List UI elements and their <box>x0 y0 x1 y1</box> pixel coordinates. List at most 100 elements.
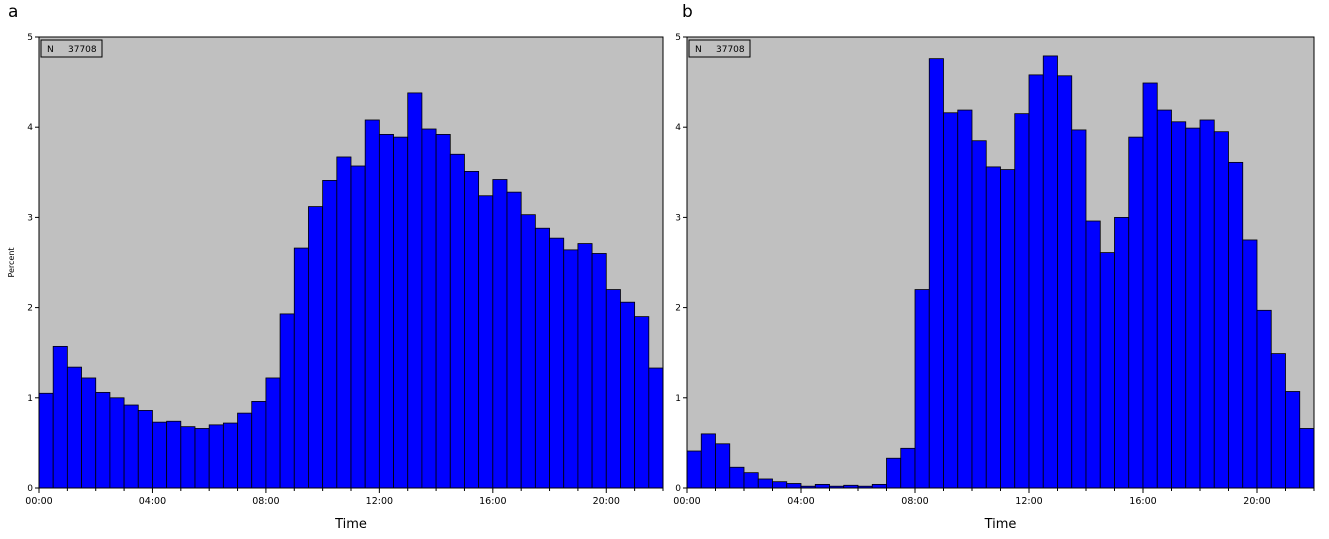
n-legend-label: N <box>47 45 54 55</box>
histogram-bar <box>66 366 82 489</box>
histogram-bar <box>634 316 650 489</box>
x-tick-label: 20:00 <box>593 496 620 507</box>
y-tick-label: 3 <box>27 213 33 223</box>
histogram-bar <box>95 391 111 489</box>
n-legend-box <box>688 39 751 58</box>
histogram-bar <box>364 119 380 489</box>
y-tick-label: 4 <box>27 123 33 133</box>
histogram-bar <box>1014 113 1030 489</box>
y-tick-label: 1 <box>675 394 681 404</box>
histogram-bar <box>729 466 745 489</box>
histogram-bar <box>814 483 830 489</box>
histogram-bar <box>81 377 97 489</box>
histogram-bar <box>293 247 309 489</box>
histogram-bar <box>1156 109 1172 489</box>
histogram-bar <box>1099 252 1115 489</box>
histogram-bar <box>1057 75 1073 489</box>
histogram-bar <box>1171 121 1187 489</box>
histogram-panel-a: a 0 1 2 3 4 5 00:00 04:00 08:00 12:00 16:00 20:00 2 4… <box>0 0 733 535</box>
histogram-bar <box>520 214 536 489</box>
histogram-bar <box>421 128 437 489</box>
histogram-bar <box>1000 169 1016 489</box>
x-tick-label: 00:00 <box>673 496 700 507</box>
y-tick-label: 4 <box>675 123 681 133</box>
histogram-bar <box>52 345 68 489</box>
x-tick-label: 12:00 <box>366 496 393 507</box>
x-tick-label: 04:00 <box>787 496 814 507</box>
histogram-bar <box>180 426 196 489</box>
histogram-bar <box>971 140 987 489</box>
n-legend-label: N <box>695 45 702 55</box>
x-tick-label: 00:00 <box>25 496 52 507</box>
histogram-bar <box>308 206 324 489</box>
histogram-bar <box>1142 82 1158 489</box>
histogram-bar <box>1185 127 1201 489</box>
x-tick-label: 12:00 <box>1015 496 1042 507</box>
histogram-bar <box>1270 353 1286 489</box>
histogram-a: 01234500:0004:0008:0012:0016:0020:0024:0… <box>7 33 733 532</box>
y-tick-label: 1 <box>27 394 33 404</box>
histogram-bar <box>743 472 759 489</box>
histogram-bar <box>1242 239 1258 489</box>
histogram-bar <box>38 392 54 489</box>
histogram-bar <box>336 156 352 489</box>
y-tick-label: 2 <box>675 304 681 314</box>
x-axis-label: Time <box>334 517 367 532</box>
histogram-bar <box>279 313 295 489</box>
histogram-bar <box>1256 309 1272 489</box>
panel-label-a: a <box>8 2 19 22</box>
histogram-bar <box>943 112 959 489</box>
x-tick-label: 16:00 <box>1129 496 1156 507</box>
histogram-bar <box>1285 391 1301 489</box>
histogram-bar <box>1114 216 1130 489</box>
histogram-bar <box>1299 428 1315 489</box>
histogram-bar <box>166 420 182 489</box>
x-tick-label: 08:00 <box>252 496 279 507</box>
histogram-bar <box>686 450 702 489</box>
histogram-bar <box>1213 131 1229 489</box>
x-tick-label: 04:00 <box>139 496 166 507</box>
histogram-bar <box>478 195 494 489</box>
histogram-bar <box>322 180 338 489</box>
histogram-bar <box>563 249 579 489</box>
n-legend-value: 37708 <box>716 45 745 55</box>
histogram-bar <box>449 153 465 489</box>
histogram-bar <box>194 428 210 489</box>
histogram-bar <box>591 253 607 489</box>
n-legend-box <box>40 39 103 58</box>
y-tick-label: 0 <box>27 484 33 494</box>
histogram-bar <box>871 483 887 489</box>
x-tick-label: 20:00 <box>1243 496 1270 507</box>
x-tick-label: 16:00 <box>479 496 506 507</box>
histogram-bar <box>407 92 423 489</box>
histogram-bar <box>700 433 716 489</box>
y-axis-label: Percent <box>7 247 16 277</box>
histogram-bar <box>620 301 636 489</box>
panel-label-b: b <box>682 2 693 22</box>
y-tick-label: 0 <box>675 484 681 494</box>
histogram-bar <box>251 401 267 489</box>
histogram-bar <box>378 134 394 489</box>
histogram-bar <box>1071 129 1087 489</box>
y-tick-label: 2 <box>27 304 33 314</box>
x-axis-label: Time <box>984 517 1017 532</box>
x-tick-label: 08:00 <box>901 496 928 507</box>
histogram-bar <box>208 424 224 489</box>
histogram-bar <box>928 58 944 489</box>
histogram-bar <box>492 179 508 489</box>
histogram-bar <box>1085 220 1101 489</box>
histogram-bar <box>786 483 802 489</box>
histogram-bar <box>1042 55 1058 489</box>
histogram-bar <box>237 412 253 489</box>
y-tick-label: 5 <box>27 33 33 43</box>
histogram-bar <box>1199 119 1215 489</box>
histogram-bar <box>109 397 125 489</box>
n-legend-value: 37708 <box>68 45 97 55</box>
histogram-bar <box>464 170 480 489</box>
y-tick-label: 5 <box>675 33 681 43</box>
histogram-bar <box>772 481 788 489</box>
histogram-bar <box>757 478 773 489</box>
histogram-bar <box>506 191 522 489</box>
histogram-bar <box>534 227 550 489</box>
histogram-bar <box>900 447 916 489</box>
